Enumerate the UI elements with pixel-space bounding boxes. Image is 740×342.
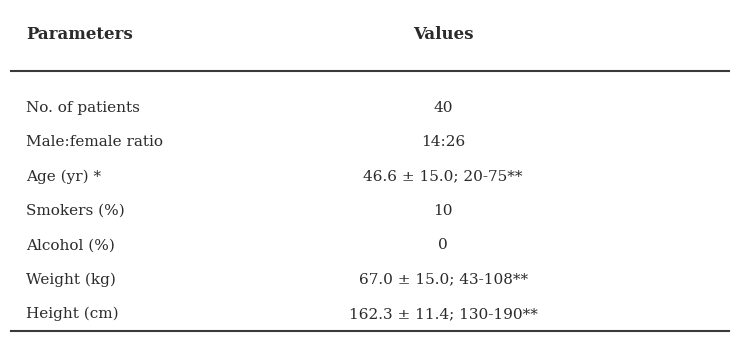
Text: Age (yr) *: Age (yr) * <box>26 170 101 184</box>
Text: 162.3 ± 11.4; 130-190**: 162.3 ± 11.4; 130-190** <box>349 307 537 321</box>
Text: 67.0 ± 15.0; 43-108**: 67.0 ± 15.0; 43-108** <box>359 273 528 287</box>
Text: 40: 40 <box>434 101 453 115</box>
Text: 10: 10 <box>434 204 453 218</box>
Text: Values: Values <box>413 26 474 43</box>
Text: Weight (kg): Weight (kg) <box>26 273 116 287</box>
Text: 14:26: 14:26 <box>421 135 465 149</box>
Text: Male:female ratio: Male:female ratio <box>26 135 163 149</box>
Text: No. of patients: No. of patients <box>26 101 140 115</box>
Text: 0: 0 <box>438 238 448 252</box>
Text: 46.6 ± 15.0; 20-75**: 46.6 ± 15.0; 20-75** <box>363 170 523 184</box>
Text: Alcohol (%): Alcohol (%) <box>26 238 115 252</box>
Text: Height (cm): Height (cm) <box>26 307 118 321</box>
Text: Parameters: Parameters <box>26 26 133 43</box>
Text: Smokers (%): Smokers (%) <box>26 204 125 218</box>
